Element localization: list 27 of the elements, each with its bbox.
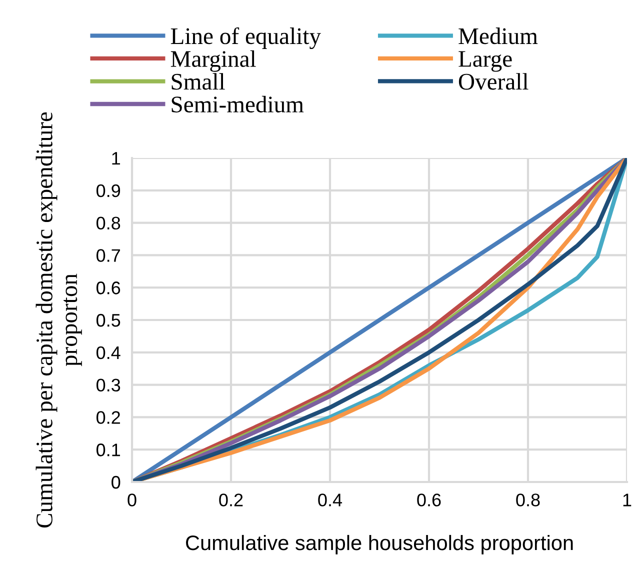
y-tick-label: 0.1 bbox=[96, 444, 120, 456]
x-tick-label: 0.2 bbox=[219, 494, 243, 506]
y-tick-label: 0 bbox=[112, 476, 120, 489]
y-tick-label: 0.7 bbox=[96, 249, 120, 262]
y-axis-title: Cumulative per capita domestic expenditure proporton bbox=[36, 112, 82, 528]
x-tick-label: 0.4 bbox=[318, 494, 342, 506]
legend-label: Overall bbox=[458, 73, 528, 90]
legend-label: Line of equality bbox=[170, 27, 321, 50]
legend-label: Small bbox=[172, 73, 225, 90]
line-series bbox=[132, 158, 627, 482]
legend-label: Semi-medium bbox=[172, 96, 304, 113]
x-tick-label: 0 bbox=[128, 494, 136, 506]
x-tick-label: 0.8 bbox=[516, 494, 540, 506]
y-tick-label: 0.5 bbox=[96, 314, 120, 327]
x-tick-label: 1 bbox=[623, 494, 632, 506]
y-tick-label: 0.4 bbox=[96, 346, 120, 360]
y-tick-label: 0.2 bbox=[96, 411, 120, 424]
x-axis-title: Cumulative sample households proportion bbox=[186, 534, 573, 554]
y-tick-label: 0.9 bbox=[96, 184, 120, 198]
y-tick-label: 0.8 bbox=[96, 216, 120, 230]
y-tick-label: 0.3 bbox=[96, 378, 120, 392]
y-tick-label: 0.6 bbox=[96, 282, 120, 294]
legend-label: Marginal bbox=[170, 50, 256, 72]
y-tick-label: 1 bbox=[112, 152, 120, 165]
legend-label: Large bbox=[458, 51, 512, 72]
x-tick-label: 0.6 bbox=[417, 494, 441, 506]
legend-label: Medium bbox=[458, 28, 538, 44]
